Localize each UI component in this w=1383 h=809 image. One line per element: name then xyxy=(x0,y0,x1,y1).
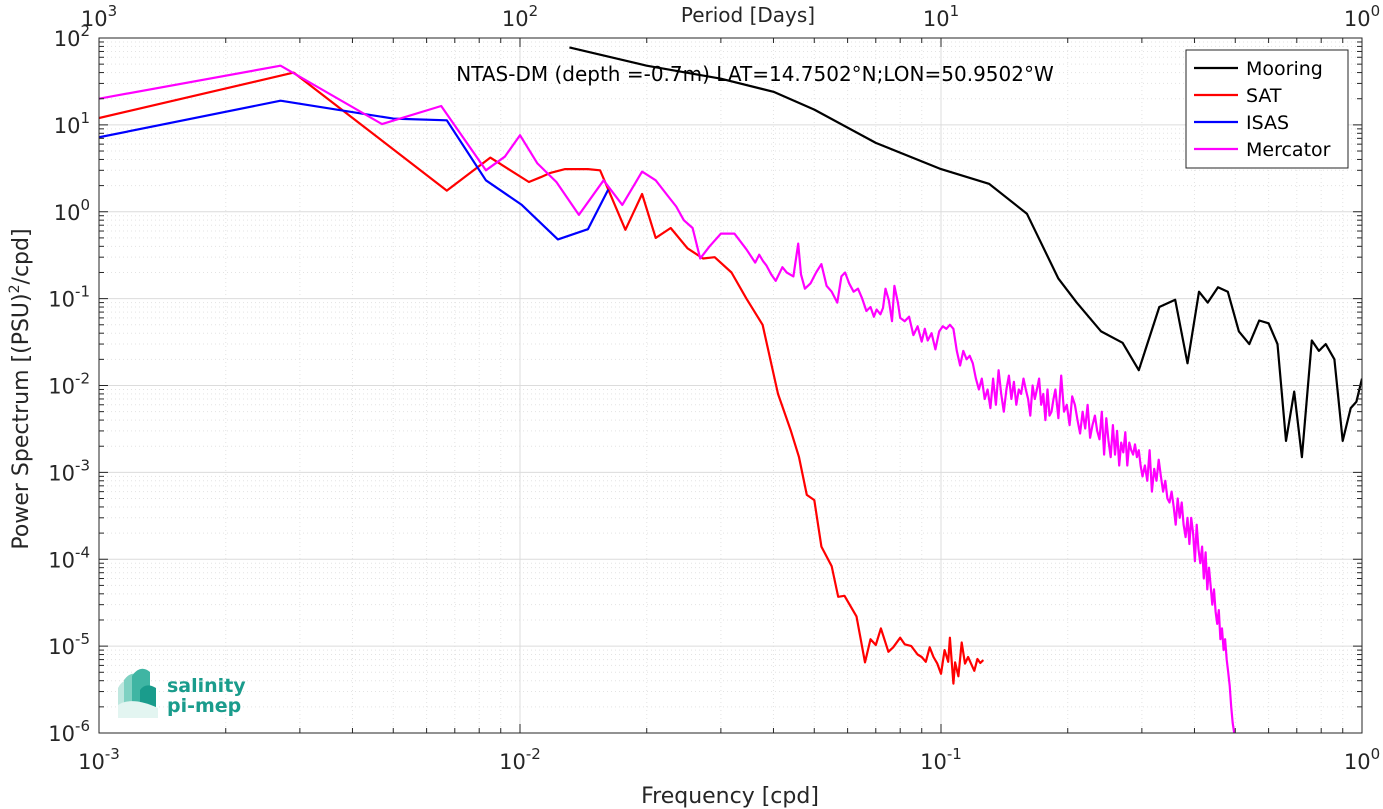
top-tick-label-exponent: 3 xyxy=(108,2,118,20)
y-tick-label-exponent: 1 xyxy=(80,109,90,127)
series-mercator-line xyxy=(99,64,1236,733)
x-tick-label-exponent: -1 xyxy=(947,745,962,763)
y-tick-label-exponent: -2 xyxy=(75,370,90,388)
top-tick-label-exponent: 2 xyxy=(529,2,539,20)
y-tick-label: 10-3 xyxy=(48,456,90,485)
y-tick-label: 10-1 xyxy=(48,283,90,312)
series-layer xyxy=(99,46,1362,733)
x-tick-label: 100 xyxy=(1344,745,1380,774)
y-axis-title-tail: /cpd] xyxy=(9,228,34,284)
y-tick-label: 100 xyxy=(54,196,90,225)
chart-title: NTAS-DM (depth =-0.7m) LAT=14.7502°N;LON… xyxy=(456,62,1054,86)
x-tick-label-exponent: -3 xyxy=(105,745,120,763)
y-tick-label-base: 10 xyxy=(48,461,75,485)
top-tick-label-base: 10 xyxy=(923,7,950,31)
y-axis-title-superscript: 2 xyxy=(7,284,23,293)
legend: Mooring SAT ISAS Mercator xyxy=(1185,49,1349,169)
top-tick-label: 101 xyxy=(923,2,959,31)
top-tick-label-exponent: 0 xyxy=(1371,2,1381,20)
y-tick-label-base: 10 xyxy=(54,27,81,51)
top-tick-label: 103 xyxy=(81,2,117,31)
y-tick-label-exponent: -4 xyxy=(75,543,90,561)
y-tick-label: 10-5 xyxy=(48,630,90,659)
top-tick-label: 100 xyxy=(1344,2,1380,31)
y-tick-label-exponent: 0 xyxy=(80,196,90,214)
y-tick-label-base: 10 xyxy=(48,548,75,572)
logo-wave-icon xyxy=(118,668,158,718)
x-axis-title: Frequency [cpd] xyxy=(641,784,819,809)
x-tick-label: 10-2 xyxy=(499,745,541,774)
y-tick-label-base: 10 xyxy=(48,375,75,399)
x-tick-label-base: 10 xyxy=(920,750,947,774)
y-tick-label: 102 xyxy=(54,22,90,51)
x-tick-label: 10-3 xyxy=(78,745,120,774)
y-tick-label: 10-4 xyxy=(48,543,90,572)
y-tick-label: 101 xyxy=(54,109,90,138)
y-tick-label-base: 10 xyxy=(54,201,81,225)
y-tick-label-exponent: -3 xyxy=(75,456,90,474)
y-tick-label-base: 10 xyxy=(54,114,81,138)
y-tick-label-base: 10 xyxy=(48,722,75,746)
legend-label-sat: SAT xyxy=(1246,85,1282,107)
salinity-pi-mep-logo: salinity pi-mep xyxy=(118,668,246,718)
y-tick-label-base: 10 xyxy=(48,635,75,659)
y-axis-title: Power Spectrum [(PSU)2/cpd] xyxy=(7,228,34,549)
top-tick-label: 102 xyxy=(502,2,538,31)
top-axis-title: Period [Days] xyxy=(681,3,815,27)
legend-label-isas: ISAS xyxy=(1246,112,1289,134)
x-tick-label-base: 10 xyxy=(1344,750,1371,774)
series-mooring-line xyxy=(569,46,1362,459)
y-tick-label: 10-6 xyxy=(48,717,90,746)
x-tick-label-exponent: -2 xyxy=(526,745,541,763)
y-tick-label-exponent: -1 xyxy=(75,283,90,301)
x-tick-label: 10-1 xyxy=(920,745,962,774)
y-axis-title-main: Power Spectrum [(PSU) xyxy=(9,293,34,549)
top-tick-label-base: 10 xyxy=(1344,7,1371,31)
logo-line2: pi-mep xyxy=(167,695,241,717)
logo-line1: salinity xyxy=(167,675,246,697)
series-sat-line xyxy=(99,71,985,685)
grid-layer xyxy=(98,37,1363,734)
top-tick-label-base: 10 xyxy=(81,7,108,31)
y-tick-label-exponent: 2 xyxy=(80,22,90,40)
y-tick-label: 10-2 xyxy=(48,370,90,399)
top-tick-label-base: 10 xyxy=(502,7,529,31)
y-tick-label-exponent: -6 xyxy=(75,717,90,735)
series-isas-line xyxy=(99,99,610,241)
y-tick-label-exponent: -5 xyxy=(75,630,90,648)
top-tick-label-exponent: 1 xyxy=(950,2,960,20)
x-tick-label-base: 10 xyxy=(499,750,526,774)
y-tick-label-base: 10 xyxy=(48,288,75,312)
legend-label-mercator: Mercator xyxy=(1246,139,1331,161)
legend-label-mooring: Mooring xyxy=(1246,58,1323,80)
x-tick-label-base: 10 xyxy=(78,750,105,774)
x-tick-label-exponent: 0 xyxy=(1371,745,1381,763)
